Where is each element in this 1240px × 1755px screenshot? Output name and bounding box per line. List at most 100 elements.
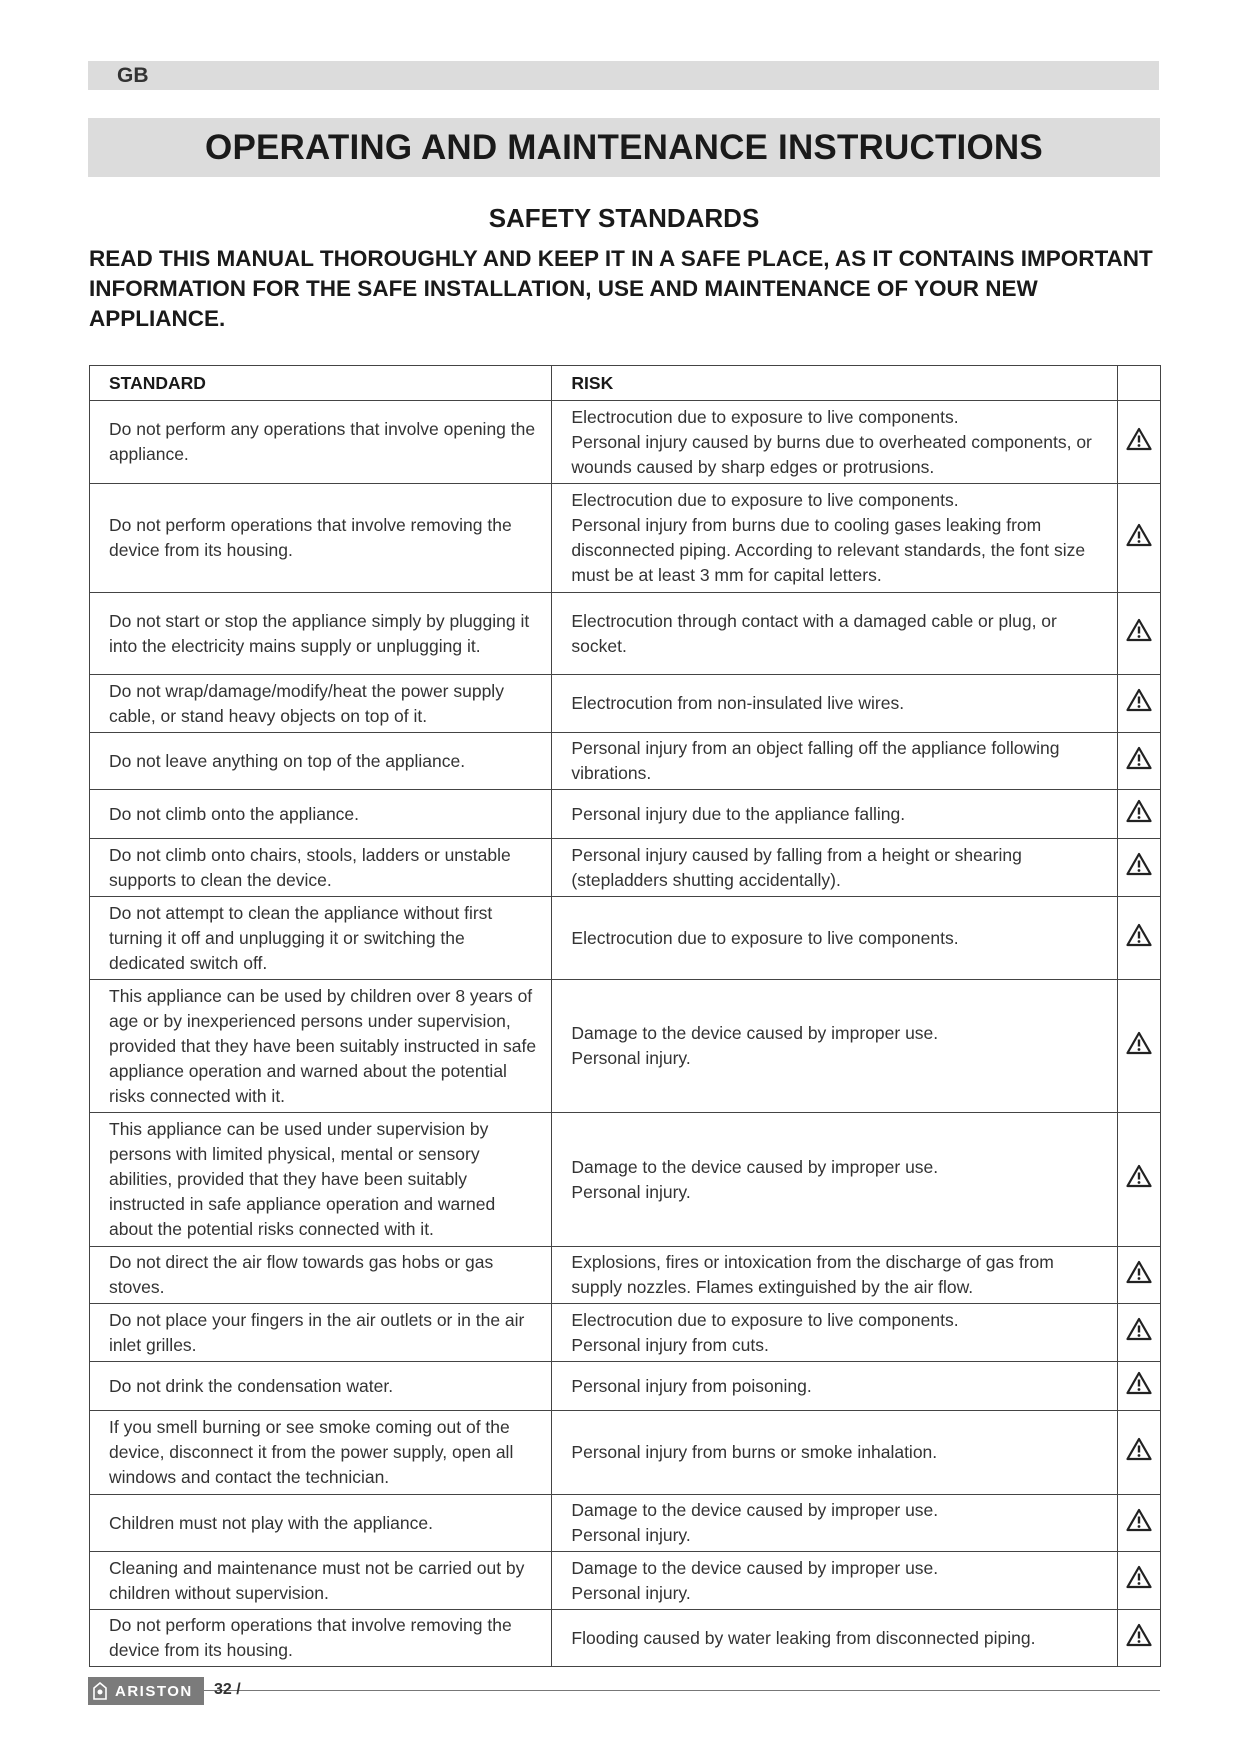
- warning-triangle-icon: [1126, 1437, 1152, 1465]
- warning-triangle-icon: [1126, 1317, 1152, 1345]
- table-row: Cleaning and maintenance must not be car…: [88, 1551, 1162, 1610]
- language-code: GB: [117, 64, 149, 87]
- standard-cell: Children must not play with the applianc…: [88, 1494, 553, 1552]
- risk-text: Electrocution from non-insulated live wi…: [571, 693, 905, 713]
- standard-cell: Do not perform operations that involve r…: [88, 483, 553, 593]
- table-row: This appliance can be used by children o…: [88, 979, 1162, 1113]
- brand-logo: ARISTON: [88, 1677, 204, 1705]
- house-icon: [93, 1682, 107, 1700]
- risk-cell: Damage to the device caused by improper …: [551, 1112, 1118, 1247]
- warning-cell: [1116, 1112, 1162, 1247]
- risk-cell: Flooding caused by water leaking from di…: [551, 1609, 1118, 1667]
- warning-cell: [1116, 1410, 1162, 1495]
- warning-triangle-icon: [1126, 688, 1152, 716]
- table-row: Do not climb onto the appliance. Persona…: [88, 789, 1162, 839]
- table-row: Do not perform operations that involve r…: [88, 483, 1162, 593]
- warning-triangle-icon: [1126, 1031, 1152, 1059]
- warning-cell: [1116, 1609, 1162, 1667]
- risk-text: Flooding caused by water leaking from di…: [571, 1627, 1036, 1648]
- warning-triangle-icon: [1126, 852, 1152, 880]
- standard-cell: Do not direct the air flow towards gas h…: [88, 1246, 553, 1304]
- standard-cell: Do not wrap/damage/modify/heat the power…: [88, 674, 553, 733]
- standard-cell: Do not attempt to clean the appliance wi…: [88, 896, 553, 980]
- risk-cell: Damage to the device caused by improper …: [551, 979, 1118, 1113]
- table-row: Do not place your fingers in the air out…: [88, 1303, 1162, 1362]
- warning-cell: [1116, 732, 1162, 790]
- warning-triangle-icon: [1126, 618, 1152, 646]
- risk-text: Personal injury from an object falling o…: [571, 738, 1060, 783]
- language-bar: GB: [88, 61, 1159, 90]
- column-risk: RISK: [551, 365, 1118, 401]
- table-row: This appliance can be used under supervi…: [88, 1112, 1162, 1247]
- risk-text: Damage to the device caused by improper …: [571, 1023, 939, 1068]
- risk-text: Damage to the device caused by improper …: [571, 1557, 939, 1603]
- risk-cell: Electrocution due to exposure to live co…: [551, 896, 1118, 980]
- risk-cell: Electrocution due to exposure to live co…: [551, 1303, 1118, 1362]
- warning-cell: [1116, 400, 1162, 484]
- risk-cell: Electrocution from non-insulated live wi…: [551, 674, 1118, 733]
- warning-triangle-icon: [1126, 1623, 1152, 1651]
- safety-table: STANDARD RISK Do not perform any operati…: [88, 365, 1162, 1667]
- warning-cell: [1116, 674, 1162, 733]
- table-row: Do not perform any operations that invol…: [88, 400, 1162, 484]
- standard-cell: This appliance can be used under supervi…: [88, 1112, 553, 1247]
- risk-cell: Electrocution through contact with a dam…: [551, 592, 1118, 675]
- warning-cell: [1116, 1361, 1162, 1411]
- risk-text: Electrocution due to exposure to live co…: [571, 406, 1092, 477]
- table-row: Do not drink the condensation water. Per…: [88, 1361, 1162, 1411]
- warning-triangle-icon: [1126, 1164, 1152, 1192]
- warning-cell: [1116, 1494, 1162, 1552]
- warning-triangle-icon: [1126, 1508, 1152, 1536]
- table-header: STANDARD RISK: [88, 365, 1162, 401]
- warning-cell: [1116, 979, 1162, 1113]
- standard-cell: If you smell burning or see smoke coming…: [88, 1410, 553, 1495]
- footer-divider: [203, 1690, 1160, 1691]
- warning-cell: [1116, 1551, 1162, 1610]
- table-row: If you smell burning or see smoke coming…: [88, 1410, 1162, 1495]
- risk-text: Electrocution due to exposure to live co…: [571, 1309, 959, 1355]
- risk-cell: Damage to the device caused by improper …: [551, 1551, 1118, 1610]
- risk-cell: Personal injury due to the appliance fal…: [551, 789, 1118, 839]
- standard-cell: Do not drink the condensation water.: [88, 1361, 553, 1411]
- warning-cell: [1116, 896, 1162, 980]
- table-row: Do not climb onto chairs, stools, ladder…: [88, 838, 1162, 897]
- warning-triangle-icon: [1126, 523, 1152, 551]
- table-row: Do not attempt to clean the appliance wi…: [88, 896, 1162, 980]
- standard-cell: Do not start or stop the appliance simpl…: [88, 592, 553, 675]
- warning-cell: [1116, 592, 1162, 675]
- table-row: Do not leave anything on top of the appl…: [88, 732, 1162, 790]
- warning-triangle-icon: [1126, 746, 1152, 774]
- warning-cell: [1116, 789, 1162, 839]
- warning-cell: [1116, 1246, 1162, 1304]
- table-row: Do not wrap/damage/modify/heat the power…: [88, 674, 1162, 733]
- table-row: Do not start or stop the appliance simpl…: [88, 592, 1162, 675]
- risk-cell: Electrocution due to exposure to live co…: [551, 483, 1118, 593]
- table-row: Do not direct the air flow towards gas h…: [88, 1246, 1162, 1304]
- column-standard: STANDARD: [88, 365, 553, 401]
- page-title: OPERATING AND MAINTENANCE INSTRUCTIONS: [205, 127, 1043, 167]
- table-row: Children must not play with the applianc…: [88, 1494, 1162, 1552]
- intro-text: READ THIS MANUAL THOROUGHLY AND KEEP IT …: [89, 246, 1153, 331]
- risk-text: Damage to the device caused by improper …: [571, 1156, 939, 1202]
- warning-triangle-icon: [1126, 1371, 1152, 1399]
- risk-text: Electrocution due to exposure to live co…: [571, 927, 959, 948]
- risk-text: Personal injury from poisoning.: [571, 1375, 812, 1396]
- column-icon: [1116, 365, 1162, 401]
- risk-cell: Personal injury from poisoning.: [551, 1361, 1118, 1411]
- standard-cell: Do not place your fingers in the air out…: [88, 1303, 553, 1362]
- warning-triangle-icon: [1126, 1260, 1152, 1288]
- risk-cell: Personal injury from an object falling o…: [551, 732, 1118, 790]
- table-row: Do not perform operations that involve r…: [88, 1609, 1162, 1667]
- standard-cell: Do not climb onto chairs, stools, ladder…: [88, 838, 553, 897]
- warning-cell: [1116, 838, 1162, 897]
- standard-cell: This appliance can be used by children o…: [88, 979, 553, 1113]
- risk-text: Personal injury from burns or smoke inha…: [571, 1442, 938, 1462]
- risk-text: Personal injury caused by falling from a…: [571, 844, 1022, 890]
- standard-cell: Do not perform operations that involve r…: [88, 1609, 553, 1667]
- risk-text: Electrocution through contact with a dam…: [571, 610, 1057, 656]
- warning-cell: [1116, 483, 1162, 593]
- warning-triangle-icon: [1126, 799, 1152, 827]
- risk-text: Personal injury due to the appliance fal…: [571, 803, 906, 824]
- section-title: SAFETY STANDARDS: [488, 203, 760, 233]
